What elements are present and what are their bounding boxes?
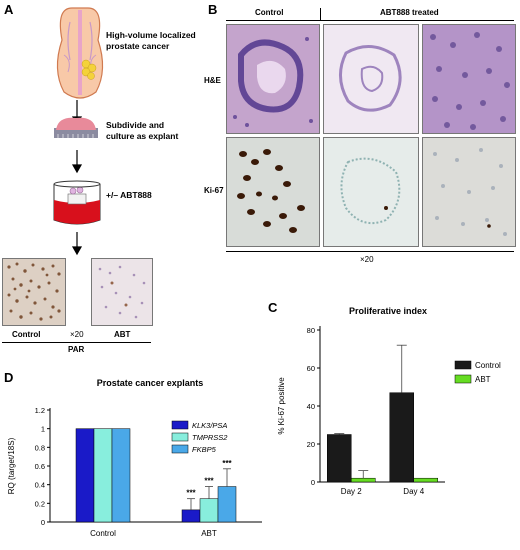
he-abt-micrograph-2	[422, 24, 516, 134]
ki67-control-texture	[237, 149, 305, 233]
panel-a-step1-label: High-volume localized prostate cancer	[106, 30, 196, 51]
panel-a-letter: A	[4, 2, 14, 17]
prostate-icon	[56, 7, 104, 99]
chart-d-bar	[217, 486, 237, 523]
he-abt-micrograph-1	[323, 24, 419, 134]
chart-d-significance: ***	[222, 459, 232, 468]
chart-d-y-tick-label: 0.8	[35, 443, 45, 452]
culture-dish-icon	[53, 180, 101, 225]
chart-d-bar	[75, 428, 95, 523]
panel-b-letter: B	[208, 2, 218, 17]
ki67-control-micrograph	[226, 137, 320, 247]
he-abt-2-texture	[430, 32, 510, 130]
chart-d-y-tick-label: 1.2	[35, 406, 45, 415]
chart-c-bar	[351, 477, 376, 483]
chart-d-legend-label: FKBP5	[192, 445, 217, 454]
panel-b-control-header: Control	[255, 8, 284, 17]
chart-d-legend-swatch	[171, 444, 189, 454]
he-abt-1-texture	[339, 45, 402, 112]
chart-c-y-tick-label: 0	[311, 478, 315, 487]
chart-c-y-tick-label: 60	[307, 364, 315, 373]
panel-b-row-ki67: Ki-67	[204, 186, 224, 195]
par-divider	[2, 342, 151, 343]
panel-b-row-he: H&E	[204, 76, 221, 85]
chart-d-legend-label: TMPRSS2	[192, 433, 228, 442]
par-bottom-label: PAR	[68, 345, 85, 354]
panel-c-letter: C	[268, 300, 278, 315]
ki67-abt-1-texture	[340, 157, 401, 224]
par-control-label: Control	[12, 330, 41, 339]
chart-d-bar	[181, 509, 201, 523]
chart-d-significance: ***	[186, 489, 196, 498]
chart-c-y-label: % Ki-67 positive	[277, 377, 286, 435]
chart-d-x-tick-label: Control	[90, 529, 116, 538]
chart-d-x-tick-label: ABT	[201, 529, 217, 538]
chart-d-y-tick-label: 0.4	[35, 481, 45, 490]
chart-c-y-tick-label: 20	[307, 440, 315, 449]
par-control-micrograph	[2, 258, 66, 326]
panel-b-treated-header: ABT888 treated	[380, 8, 439, 17]
par-control-texture	[7, 262, 61, 321]
chart-d-y-tick-label: 0.2	[35, 499, 45, 508]
chart-d-title: Prostate cancer explants	[97, 378, 204, 388]
chart-c-x-tick-label: Day 2	[341, 487, 362, 496]
chart-d-bar	[93, 428, 113, 523]
chart-c-y-tick-label: 80	[307, 326, 315, 335]
chart-d-legend-swatch	[171, 420, 189, 430]
chart-c-y-tick-label: 40	[307, 402, 315, 411]
he-control-texture	[233, 37, 313, 127]
chart-d-bar	[199, 498, 219, 523]
chart-c-legend-label: ABT	[475, 375, 491, 384]
chart-d-y-tick-label: 1	[41, 425, 45, 434]
panel-b-header-sep	[320, 8, 321, 20]
tissue-explant-icon	[54, 117, 98, 138]
panel-b-magnification: ×20	[360, 255, 374, 264]
proliferative-index-chart: Proliferative index 0 20 40 60 80 % Ki-67 posi…	[277, 306, 501, 496]
ki67-abt-micrograph-2	[422, 137, 516, 247]
chart-c-bar	[413, 477, 438, 483]
prostate-explants-chart: Prostate cancer explants 0 0.2 0.4 0.6 0.8 1 1.…	[7, 378, 262, 538]
panel-d-letter: D	[4, 370, 14, 385]
chart-c-bar	[389, 392, 414, 483]
chart-d-bar	[111, 428, 131, 523]
ki67-abt-2-texture	[433, 148, 507, 236]
par-abt-label: ABT	[114, 330, 131, 339]
par-magnification-label: ×20	[70, 330, 84, 339]
he-control-micrograph	[226, 24, 320, 134]
chart-d-y-label: RQ (target/18S)	[7, 437, 16, 494]
panel-a-step3-label: +/– ABT888	[106, 190, 152, 200]
chart-d-y-tick-label: 0	[41, 518, 45, 527]
ki67-abt-micrograph-1	[323, 137, 419, 247]
panel-a-step2-label: Subdivide and culture as explant	[106, 120, 179, 141]
chart-d-legend-label: KLK3/PSA	[192, 421, 227, 430]
chart-d-significance: ***	[204, 477, 214, 486]
chart-c-legend-swatch	[454, 360, 472, 370]
chart-c-legend-swatch	[454, 374, 472, 384]
chart-c-legend-label: Control	[475, 361, 501, 370]
panel-b-bottom-divider	[226, 251, 514, 252]
chart-c-bar	[327, 434, 352, 483]
chart-d-legend-swatch	[171, 432, 189, 442]
panel-a-schematic	[53, 7, 104, 256]
chart-d-y-tick-label: 0.6	[35, 462, 45, 471]
par-abt-micrograph	[91, 258, 153, 326]
panel-b-header-divider	[226, 20, 514, 21]
chart-c-title: Proliferative index	[349, 306, 427, 316]
par-abt-texture	[98, 265, 146, 319]
chart-c-x-tick-label: Day 4	[403, 487, 424, 496]
